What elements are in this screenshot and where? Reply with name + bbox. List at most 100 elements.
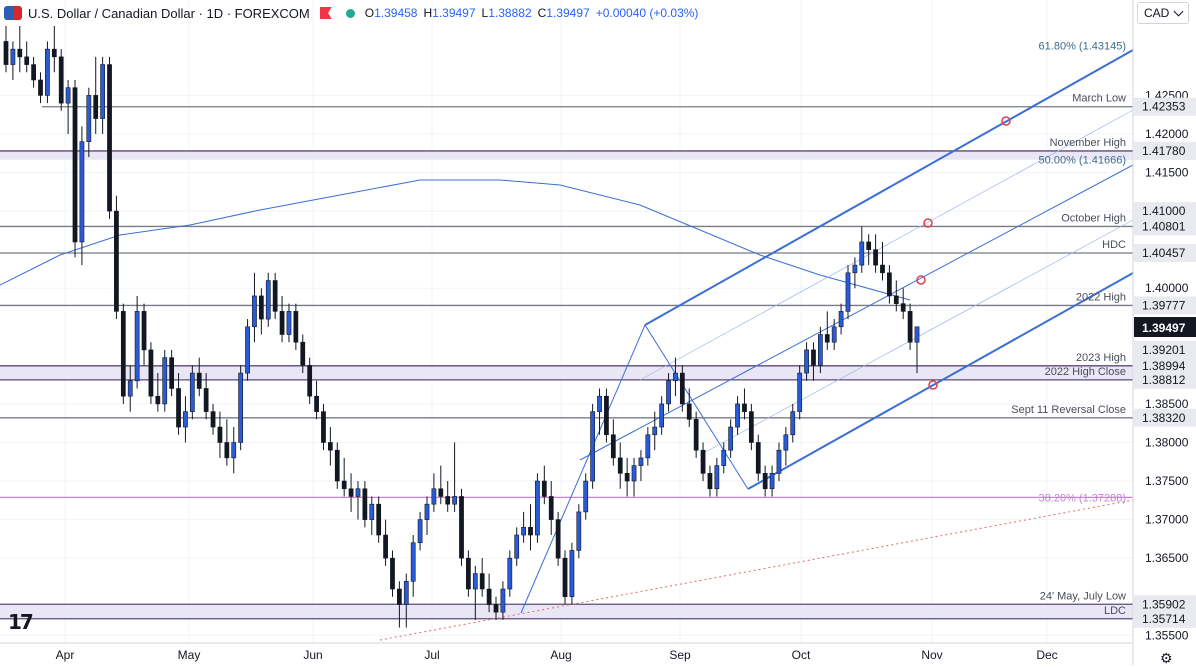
level-label: 50.00% (1.41666) [1039, 155, 1126, 167]
candle-body [203, 388, 209, 412]
plot-area [0, 0, 1133, 643]
price-tag-bg [1134, 370, 1196, 389]
y-tick-label: 1.42000 [1145, 127, 1189, 141]
level-label: 2022 High Close [1045, 366, 1126, 378]
candle-body [831, 326, 837, 343]
x-tick-label: Aug [550, 648, 571, 662]
pitchfork-leg [520, 324, 646, 614]
price-tag-bg [1134, 141, 1196, 160]
price-tag: 1.38994 [1142, 359, 1186, 373]
candle-body [597, 395, 602, 412]
candle-body [624, 473, 630, 482]
candle-body [86, 95, 92, 142]
candle-body [472, 573, 478, 590]
candle-body [210, 411, 216, 428]
time-axis[interactable]: Apr May Jun Jul Aug Sep Oct Nov Dec [0, 642, 1133, 662]
currency-pair-icon [4, 6, 22, 20]
candle-body [438, 488, 444, 497]
price-axis[interactable]: 1.425001.420001.415001.410001.400001.385… [1132, 0, 1196, 665]
chevron-down-icon [1173, 6, 1184, 17]
price-tag-bg [1134, 97, 1196, 116]
x-tick-label: Sep [669, 648, 691, 662]
candle-body [845, 272, 851, 312]
x-tick-label: Oct [792, 648, 811, 662]
price-tag: 1.40801 [1142, 219, 1186, 233]
price-tag: 1.35714 [1142, 612, 1186, 626]
candle-body [321, 411, 326, 443]
candle-body [134, 311, 140, 382]
level-label: LDC [1104, 605, 1126, 617]
candle-body [79, 141, 85, 243]
candle-body [114, 210, 119, 312]
candle-body [45, 48, 50, 96]
marker-circle [916, 275, 926, 285]
candle-body [824, 334, 830, 343]
price-tag-bg [1134, 340, 1196, 359]
zone-2023-high-2022-close [0, 365, 1133, 380]
market-status-icon [345, 8, 355, 18]
candle-body [424, 503, 430, 520]
candle-body [38, 79, 43, 96]
flag-icon[interactable] [319, 7, 332, 19]
candle-body [880, 264, 885, 274]
candle-body [417, 519, 423, 544]
candle-body [797, 372, 803, 412]
currency-label: CAD [1144, 6, 1170, 20]
candle-body [3, 41, 9, 65]
candle-body [196, 372, 202, 389]
candle-body [148, 349, 154, 397]
level-label: October High [1061, 212, 1126, 224]
x-tick-label: Jun [303, 648, 322, 662]
level-label: 2023 High [1076, 352, 1126, 364]
candle-body [362, 488, 368, 520]
candle-body [300, 341, 306, 366]
candle-body [265, 280, 271, 320]
x-tick-label: Apr [56, 648, 75, 662]
y-tick-label: 1.37000 [1145, 513, 1189, 527]
candle-body [10, 48, 16, 65]
channel-lower [747, 272, 1134, 490]
candle-body [120, 311, 126, 397]
candle-body [17, 48, 23, 58]
price-tag: 1.40457 [1142, 246, 1186, 260]
price-tag-bg [1134, 595, 1196, 614]
candle-body [548, 496, 554, 520]
symbol-title[interactable]: U.S. Dollar / Canadian Dollar · 1D · FOR… [28, 5, 310, 21]
candle-body [755, 442, 761, 474]
candle-body [51, 48, 57, 58]
candle-body [514, 534, 520, 559]
candle-body [293, 311, 299, 343]
zone-may-july-low [0, 604, 1133, 619]
y-tick-label: 1.38500 [1145, 397, 1189, 411]
tradingview-logo[interactable]: 17 [8, 610, 34, 634]
ohlc-change: +0.00040 (+0.03%) [595, 6, 699, 20]
candle-body [410, 542, 416, 582]
price-tag: 1.35902 [1142, 597, 1186, 611]
candle-body [328, 442, 333, 451]
candle-body [431, 488, 437, 505]
candle-body [652, 426, 658, 436]
gear-icon[interactable]: ⚙ [1160, 650, 1173, 666]
currency-selector[interactable]: CAD [1137, 2, 1189, 24]
x-tick-label: Nov [921, 648, 942, 662]
channel-median [579, 164, 1134, 461]
candle-body [445, 496, 451, 505]
candle-body [686, 403, 692, 420]
candle-body [583, 480, 589, 513]
candle-body [486, 588, 492, 605]
candle-body [735, 403, 740, 428]
candle-body [100, 64, 105, 119]
moving-average-line [0, 179, 911, 301]
candle-body [397, 588, 402, 605]
candle-body [541, 480, 547, 497]
candle-body [617, 457, 623, 474]
ohlc-low: L1.38882 [481, 6, 532, 20]
candle-body [804, 349, 809, 374]
y-tick-label: 1.40000 [1145, 281, 1189, 295]
candle-body [714, 465, 720, 490]
candle-body [189, 372, 195, 412]
candle-body [535, 480, 540, 536]
candle-body [217, 426, 223, 443]
candle-body [507, 557, 513, 590]
